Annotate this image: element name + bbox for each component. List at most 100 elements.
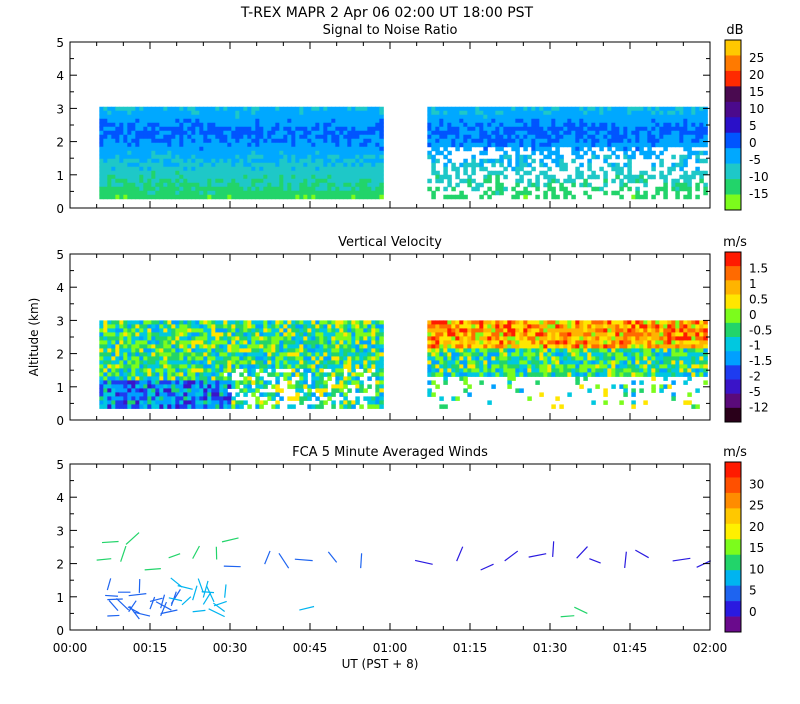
data-cell — [443, 340, 448, 345]
data-cell — [475, 348, 480, 353]
data-cell — [187, 388, 192, 393]
data-cell — [139, 107, 144, 112]
data-cell — [695, 151, 700, 156]
data-cell — [127, 195, 132, 200]
data-cell — [135, 352, 140, 357]
colorbar-label: 10 — [749, 102, 764, 116]
data-cell — [459, 348, 464, 353]
data-cell — [371, 320, 376, 325]
data-cell — [319, 356, 324, 361]
data-cell — [555, 396, 560, 401]
data-cell — [371, 195, 376, 200]
data-cell — [99, 119, 104, 124]
data-cell — [459, 344, 464, 349]
data-cell — [615, 320, 620, 325]
data-cell — [143, 131, 148, 136]
data-cell — [107, 167, 112, 172]
data-cell — [167, 123, 172, 128]
data-cell — [131, 396, 136, 401]
data-cell — [203, 340, 208, 345]
data-cell — [247, 356, 252, 361]
data-cell — [531, 344, 536, 349]
data-cell — [199, 404, 204, 409]
data-cell — [155, 143, 160, 148]
data-cell — [271, 115, 276, 120]
data-cell — [507, 143, 512, 148]
data-cell — [111, 167, 116, 172]
data-cell — [159, 384, 164, 389]
data-cell — [487, 107, 492, 112]
data-cell — [647, 175, 652, 180]
data-cell — [243, 123, 248, 128]
data-cell — [119, 352, 124, 357]
data-cell — [243, 388, 248, 393]
data-cell — [151, 171, 156, 176]
data-cell — [679, 107, 684, 112]
data-cell — [175, 183, 180, 188]
data-cell — [519, 167, 524, 172]
data-cell — [199, 139, 204, 144]
data-cell — [603, 111, 608, 116]
data-cell — [359, 352, 364, 357]
data-cell — [459, 111, 464, 116]
data-cell — [211, 392, 216, 397]
data-cell — [515, 111, 520, 116]
data-cell — [107, 348, 112, 353]
data-cell — [163, 139, 168, 144]
data-cell — [559, 131, 564, 136]
data-cell — [467, 119, 472, 124]
data-cell — [511, 111, 516, 116]
data-cell — [587, 372, 592, 377]
data-cell — [359, 167, 364, 172]
data-cell — [199, 324, 204, 329]
data-cell — [523, 107, 528, 112]
data-cell — [367, 352, 372, 357]
data-cell — [519, 115, 524, 120]
data-cell — [571, 340, 576, 345]
data-cell — [179, 111, 184, 116]
data-cell — [539, 344, 544, 349]
data-cell — [231, 380, 236, 385]
y-tick-label: 5 — [56, 36, 64, 50]
data-cell — [475, 332, 480, 337]
data-cell — [455, 348, 460, 353]
data-cell — [299, 147, 304, 152]
data-cell — [567, 139, 572, 144]
data-cell — [191, 404, 196, 409]
data-cell — [595, 320, 600, 325]
data-cell — [507, 352, 512, 357]
data-cell — [611, 336, 616, 341]
data-cell — [99, 143, 104, 148]
data-cell — [263, 340, 268, 345]
data-cell — [311, 191, 316, 196]
data-cell — [291, 191, 296, 196]
data-cell — [291, 195, 296, 200]
data-cell — [559, 352, 564, 357]
data-cell — [463, 167, 468, 172]
data-cell — [103, 139, 108, 144]
data-cell — [623, 163, 628, 168]
data-cell — [599, 344, 604, 349]
data-cell — [547, 352, 552, 357]
data-cell — [315, 380, 320, 385]
data-cell — [635, 107, 640, 112]
data-cell — [287, 167, 292, 172]
data-cell — [307, 344, 312, 349]
data-cell — [519, 159, 524, 164]
data-cell — [103, 163, 108, 168]
data-cell — [499, 131, 504, 136]
data-cell — [123, 151, 128, 156]
data-cell — [107, 320, 112, 325]
data-cell — [159, 155, 164, 160]
data-cell — [163, 143, 168, 148]
data-cell — [123, 356, 128, 361]
data-cell — [175, 159, 180, 164]
data-cell — [367, 195, 372, 200]
data-cell — [523, 143, 528, 148]
data-cell — [611, 107, 616, 112]
data-cell — [203, 368, 208, 373]
data-cell — [291, 356, 296, 361]
data-cell — [107, 119, 112, 124]
data-cell — [259, 167, 264, 172]
data-cell — [431, 320, 436, 325]
